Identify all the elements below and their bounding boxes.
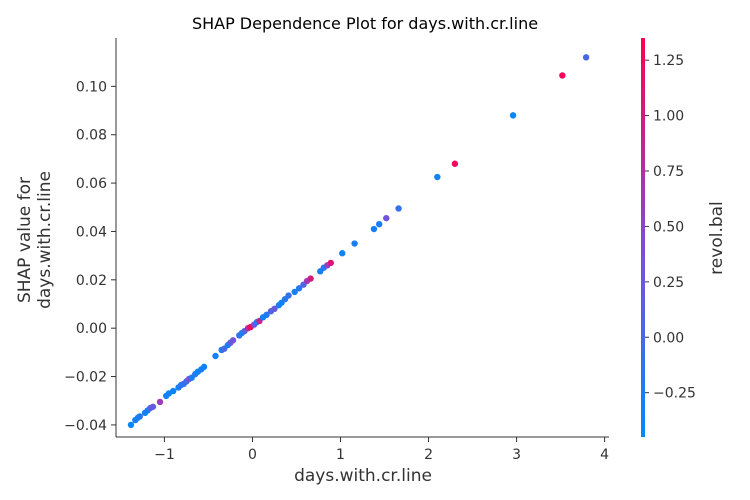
y-tick-label: 0.06 xyxy=(76,176,107,192)
data-point-3 xyxy=(136,413,143,420)
data-point-62 xyxy=(559,72,566,79)
colorbar-tick-label: 0.50 xyxy=(653,219,684,235)
chart-title: SHAP Dependence Plot for days.with.cr.li… xyxy=(192,14,538,33)
data-point-43 xyxy=(285,292,292,299)
y-tick-label: 0.08 xyxy=(76,128,107,144)
data-point-48 xyxy=(307,275,314,282)
y-tick-label: 0.02 xyxy=(76,273,107,289)
colorbar xyxy=(641,38,645,437)
colorbar-tick-label: −0.25 xyxy=(653,386,696,402)
x-tick-label: 4 xyxy=(600,447,609,463)
data-point-22 xyxy=(212,352,219,360)
data-point-59 xyxy=(434,173,441,181)
y-ticks: −0.04 −0.02 0.00 0.02 0.04 0.06 0.08 0.10 xyxy=(64,79,116,434)
x-tick-label: 3 xyxy=(512,447,521,463)
data-point-63 xyxy=(582,54,590,61)
y-tick-label: 0.04 xyxy=(76,224,107,240)
y-axis-label-line-2: days.with.cr.line xyxy=(35,171,55,309)
colorbar-tick-label: 0.00 xyxy=(653,330,684,346)
y-tick-label: −0.02 xyxy=(64,370,107,386)
x-tick-label: 0 xyxy=(248,447,257,463)
points-layer xyxy=(127,54,590,429)
data-point-27 xyxy=(229,337,237,344)
data-point-60 xyxy=(451,160,459,167)
y-tick-label: 0.10 xyxy=(76,79,107,95)
data-point-37 xyxy=(263,311,270,319)
colorbar-tick-label: 1.00 xyxy=(653,109,684,125)
data-point-54 xyxy=(351,240,358,247)
colorbar-ticks: −0.25 0.00 0.25 0.50 0.75 1.00 1.25 xyxy=(645,53,696,402)
data-point-39 xyxy=(271,305,278,313)
x-tick-label: 2 xyxy=(424,447,433,463)
data-point-55 xyxy=(370,225,378,233)
data-point-58 xyxy=(395,205,402,212)
data-point-44 xyxy=(291,288,298,296)
data-point-21 xyxy=(200,363,208,371)
x-ticks: −1 0 1 2 3 4 xyxy=(154,437,609,463)
x-tick-label: −1 xyxy=(154,447,175,463)
y-tick-label: 0.00 xyxy=(76,321,107,337)
x-tick-label: 1 xyxy=(336,447,345,463)
colorbar-tick-label: 0.75 xyxy=(653,164,684,180)
data-point-45 xyxy=(295,285,303,292)
colorbar-tick-label: 1.25 xyxy=(653,53,684,69)
y-axis-label-line-1: SHAP value for xyxy=(15,177,35,303)
data-point-52 xyxy=(327,259,335,267)
data-point-8 xyxy=(156,398,164,406)
colorbar-tick-label: 0.25 xyxy=(653,275,684,291)
x-axis-label: days.with.cr.line xyxy=(294,466,432,486)
data-point-56 xyxy=(376,221,383,228)
data-point-61 xyxy=(509,112,517,119)
data-point-11 xyxy=(170,387,177,395)
data-point-53 xyxy=(339,250,346,257)
data-point-7 xyxy=(149,403,157,410)
colorbar-label: revol.bal xyxy=(707,201,727,275)
data-point-57 xyxy=(383,214,390,222)
data-point-0 xyxy=(127,421,135,429)
y-tick-label: −0.04 xyxy=(64,418,107,434)
